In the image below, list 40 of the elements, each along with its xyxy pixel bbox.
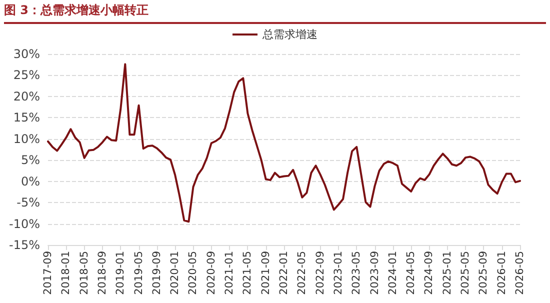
chart-title: 图 3：总需求增速小幅转正 bbox=[4, 2, 546, 24]
y-tick-label: 5% bbox=[20, 153, 40, 168]
y-tick-label: 25% bbox=[13, 68, 40, 82]
x-tick-label: 2023-05 bbox=[350, 251, 363, 295]
x-tick-label: 2018-09 bbox=[96, 251, 108, 295]
y-tick-label: 0% bbox=[20, 174, 40, 188]
x-tick-label: 2017-09 bbox=[42, 251, 54, 295]
x-tick-label: 2026-05 bbox=[514, 251, 526, 295]
line-series bbox=[47, 63, 521, 223]
x-tick-label: 2024-09 bbox=[423, 251, 436, 295]
x-tick-label: 2021-09 bbox=[260, 251, 272, 295]
legend-label: 总需求增速 bbox=[262, 28, 318, 41]
x-tick-label: 2021-05 bbox=[242, 251, 254, 295]
x-tick-label: 2022-05 bbox=[296, 251, 308, 295]
y-tick-label: 15% bbox=[13, 110, 40, 125]
x-tick-label: 2026-01 bbox=[496, 251, 508, 295]
y-tick-label: 10% bbox=[13, 132, 40, 146]
x-tick-label: 2019-09 bbox=[150, 251, 163, 295]
x-tick-label: 2025-05 bbox=[460, 251, 472, 295]
y-tick-label: -5% bbox=[16, 196, 40, 210]
x-tick-label: 2021-01 bbox=[224, 251, 236, 295]
x-tick-label: 2024-05 bbox=[405, 251, 418, 295]
x-tick-label: 2022-01 bbox=[278, 251, 290, 295]
y-tick-label: 20% bbox=[13, 89, 40, 104]
x-tick-label: 2018-05 bbox=[78, 251, 90, 295]
y-tick-label: 30% bbox=[13, 47, 40, 61]
x-tick-label: 2020-01 bbox=[169, 251, 182, 295]
x-tick-label: 2023-09 bbox=[368, 251, 381, 295]
x-tick-label: 2024-01 bbox=[386, 251, 399, 295]
y-tick-label: -10% bbox=[8, 216, 40, 231]
y-tick-label: -15% bbox=[8, 238, 40, 252]
x-tick-label: 2020-05 bbox=[187, 251, 200, 295]
x-tick-label: 2022-09 bbox=[314, 251, 326, 295]
x-tick-label: 2019-05 bbox=[132, 251, 145, 295]
x-tick-label: 2025-09 bbox=[478, 251, 490, 295]
x-tick-label: 2019-01 bbox=[114, 251, 127, 295]
x-tick-label: 2025-01 bbox=[441, 251, 454, 295]
x-tick-label: 2020-09 bbox=[205, 251, 218, 295]
x-tick-label: 2023-01 bbox=[332, 251, 344, 295]
x-tick-label: 2018-01 bbox=[60, 251, 72, 295]
